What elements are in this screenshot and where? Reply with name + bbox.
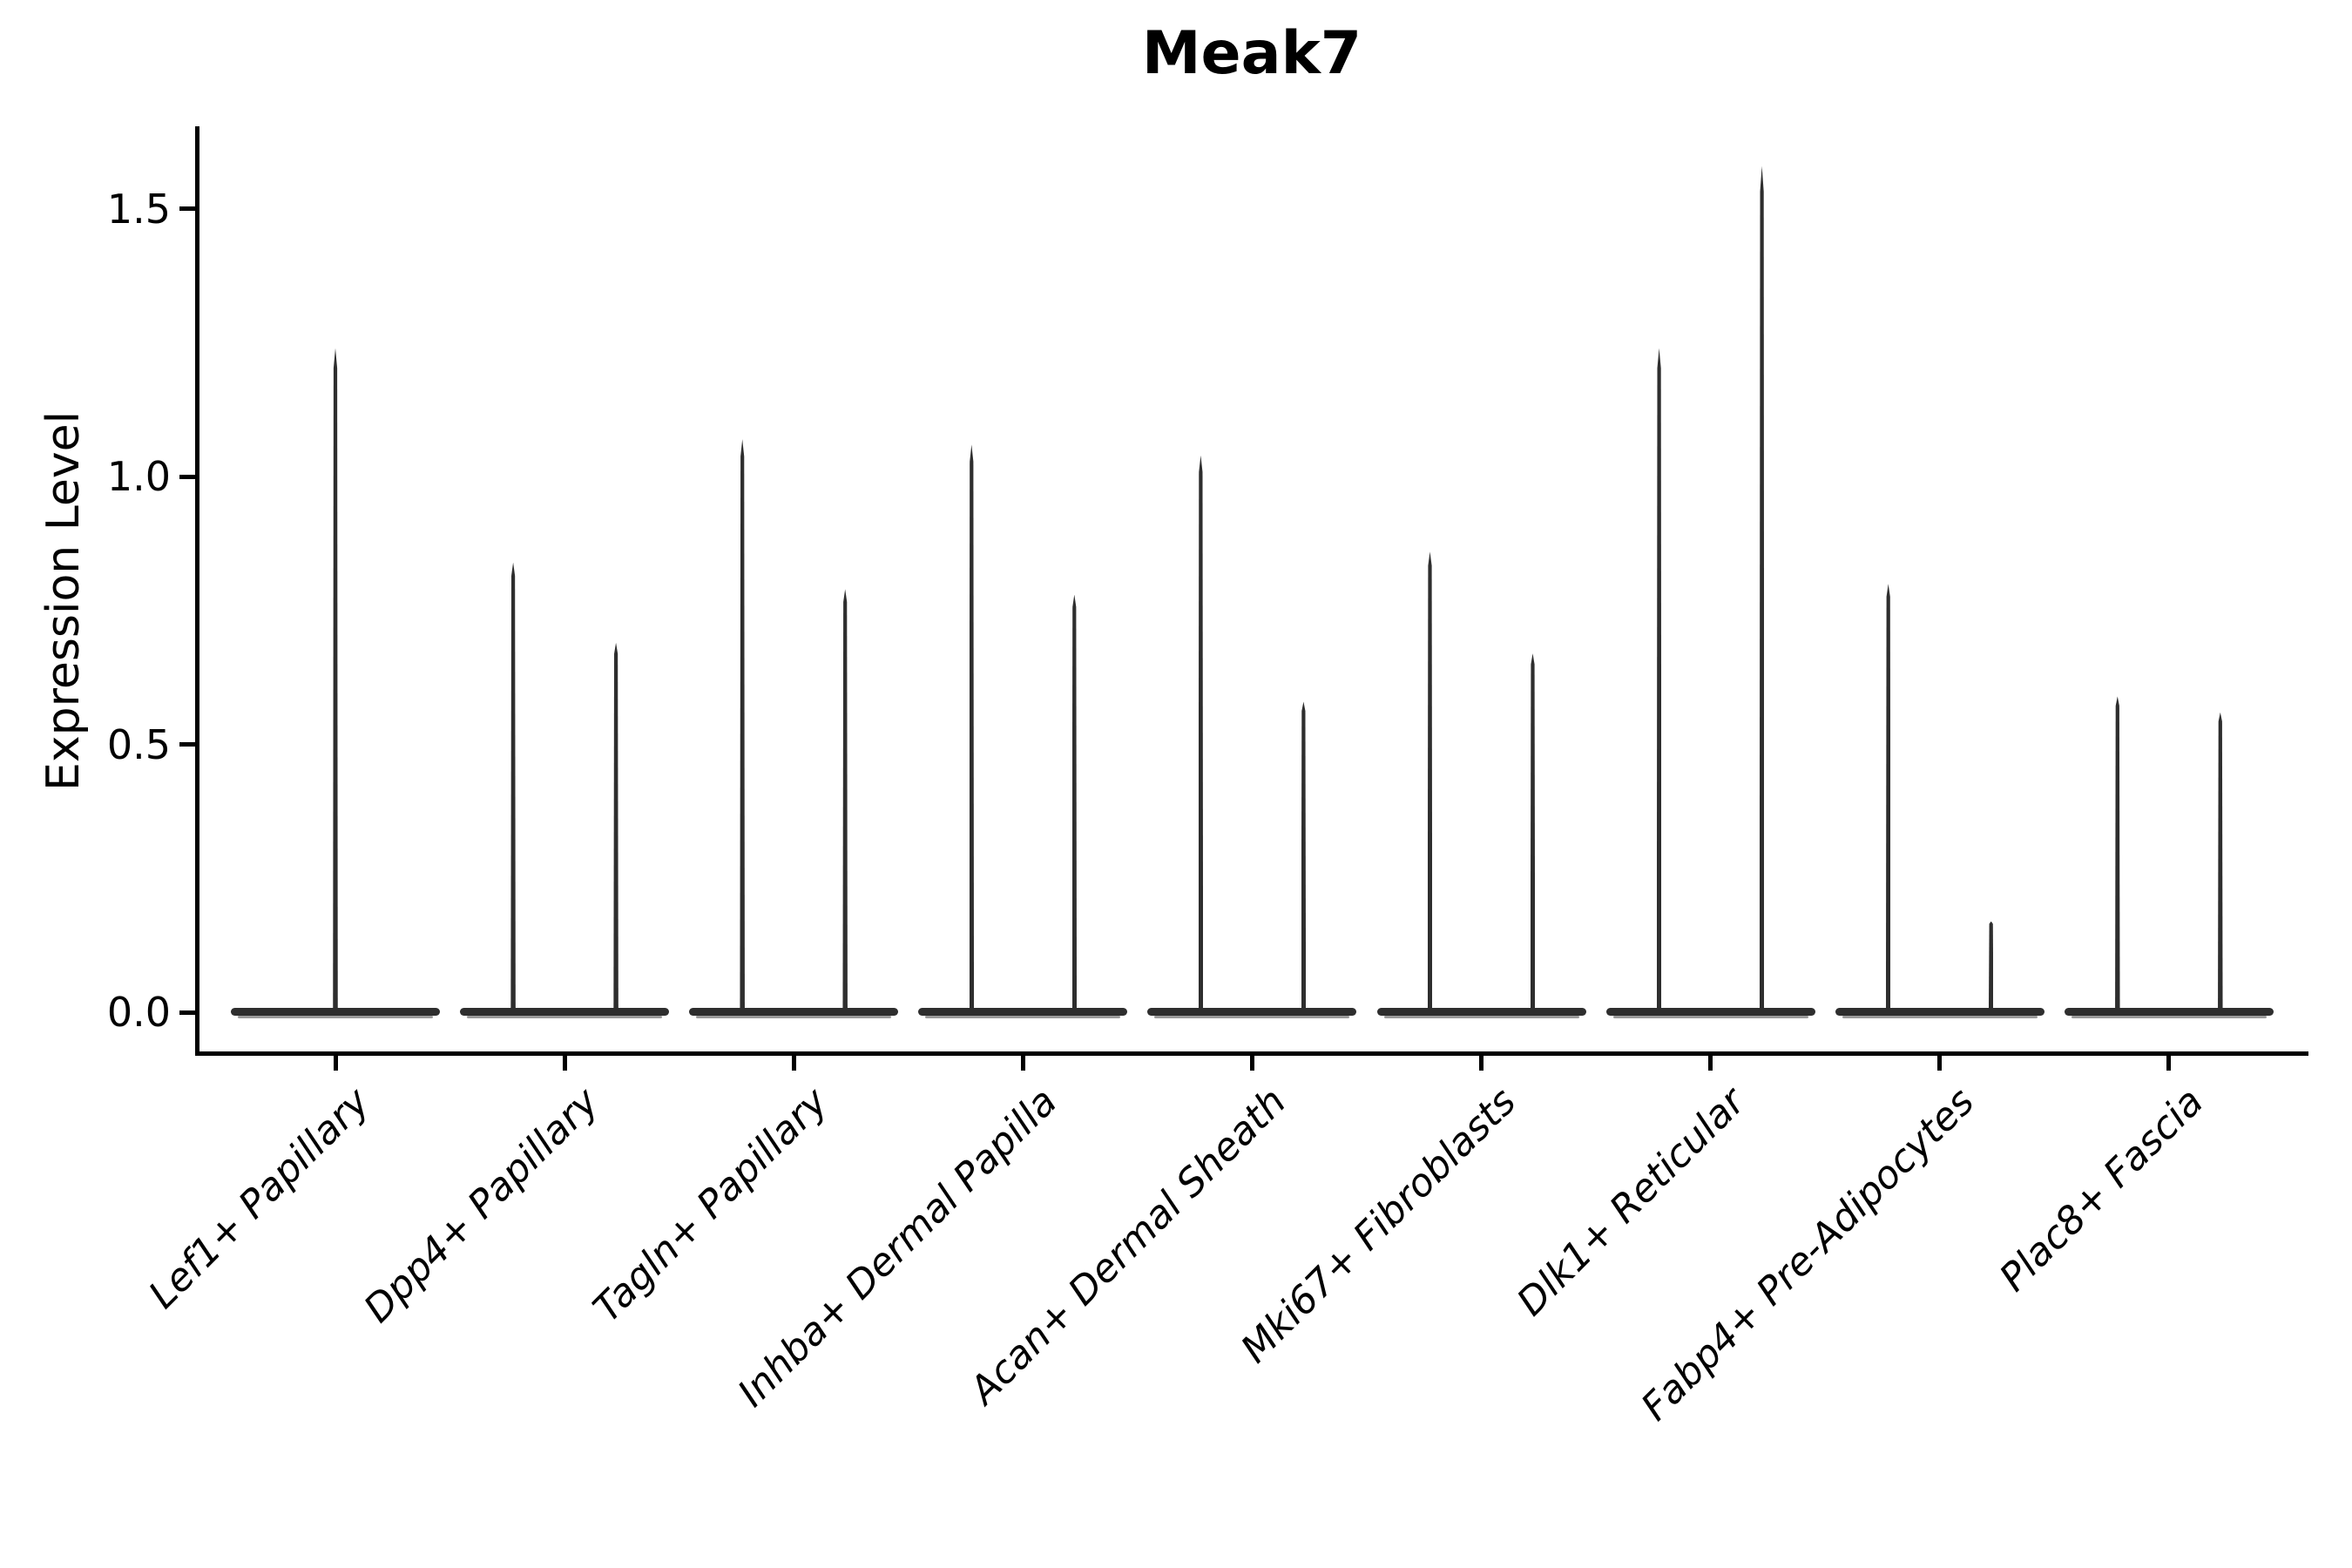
violin-base-fringe (1842, 1016, 2038, 1018)
violin-base (1835, 1008, 2044, 1016)
violin-spike (1988, 921, 1994, 1012)
x-tick-label: Dlk1+ Reticular (1508, 1079, 1754, 1325)
violin-base-fringe (696, 1016, 892, 1018)
x-axis-spine (195, 1051, 2308, 1056)
x-tick (562, 1056, 567, 1071)
x-tick (1937, 1056, 1943, 1071)
violin-spike (1885, 584, 1891, 1012)
y-tick (179, 206, 195, 212)
y-tick-label: 0.5 (106, 720, 171, 768)
y-tick (179, 1010, 195, 1015)
violin-spike (1530, 653, 1536, 1012)
x-tick-label: Tagln+ Papillary (585, 1079, 837, 1331)
violin-base-fringe (467, 1016, 663, 1018)
violin-base (1376, 1008, 1586, 1016)
y-tick-label: 0.0 (106, 989, 171, 1036)
violin-base (2064, 1008, 2274, 1016)
x-tick-label: Dpp4+ Papillary (355, 1079, 608, 1332)
x-tick (1020, 1056, 1025, 1071)
violin-spike (969, 444, 975, 1012)
x-tick (1479, 1056, 1484, 1071)
violin-spike (842, 589, 848, 1012)
x-tick-label: Lef1+ Papillary (140, 1079, 379, 1318)
y-tick (179, 742, 195, 747)
violin-spike (613, 642, 618, 1012)
violin-base-fringe (1612, 1016, 1808, 1018)
x-tick (333, 1056, 338, 1071)
violin-spike (510, 562, 516, 1012)
x-tick (1708, 1056, 1713, 1071)
violin-base-fringe (2071, 1016, 2267, 1018)
x-tick (1249, 1056, 1254, 1071)
violin-base (689, 1008, 899, 1016)
x-tick-label: Mki67+ Fibroblasts (1232, 1079, 1524, 1372)
x-tick-label: Inhba+ Dermal Papilla (729, 1079, 1066, 1416)
x-tick (791, 1056, 796, 1071)
y-tick (179, 474, 195, 479)
violin-base-fringe (238, 1016, 433, 1018)
violin-spike (1198, 455, 1204, 1012)
violin-base (1147, 1008, 1357, 1016)
y-tick-label: 1.5 (106, 185, 171, 233)
y-axis-spine (195, 126, 199, 1056)
violin-spike (1427, 551, 1433, 1012)
violin-spike (1656, 348, 1662, 1012)
x-tick (2166, 1056, 2172, 1071)
violin-spike (2115, 696, 2120, 1012)
x-tick-label: Plac8+ Fascia (1990, 1079, 2213, 1301)
violin-spike (1301, 701, 1307, 1012)
x-tick-label: Fabp4+ Pre-Adipocytes (1632, 1079, 1983, 1429)
violin-base-fringe (1383, 1016, 1579, 1018)
y-tick-label: 1.0 (106, 453, 171, 501)
violin-base-fringe (925, 1016, 1121, 1018)
violin-spike (333, 348, 338, 1012)
x-tick-label: Acan+ Dermal Sheath (962, 1079, 1295, 1413)
violin-base-fringe (1154, 1016, 1350, 1018)
violin-spike (1071, 594, 1078, 1012)
chart-title: Meak7 (1141, 19, 1362, 88)
violin-spike (740, 439, 745, 1012)
violin-base (1605, 1008, 1815, 1016)
violin-spike (2218, 712, 2223, 1012)
violin-spike (1759, 166, 1765, 1012)
violin-base (918, 1008, 1128, 1016)
violin-base (460, 1008, 670, 1016)
